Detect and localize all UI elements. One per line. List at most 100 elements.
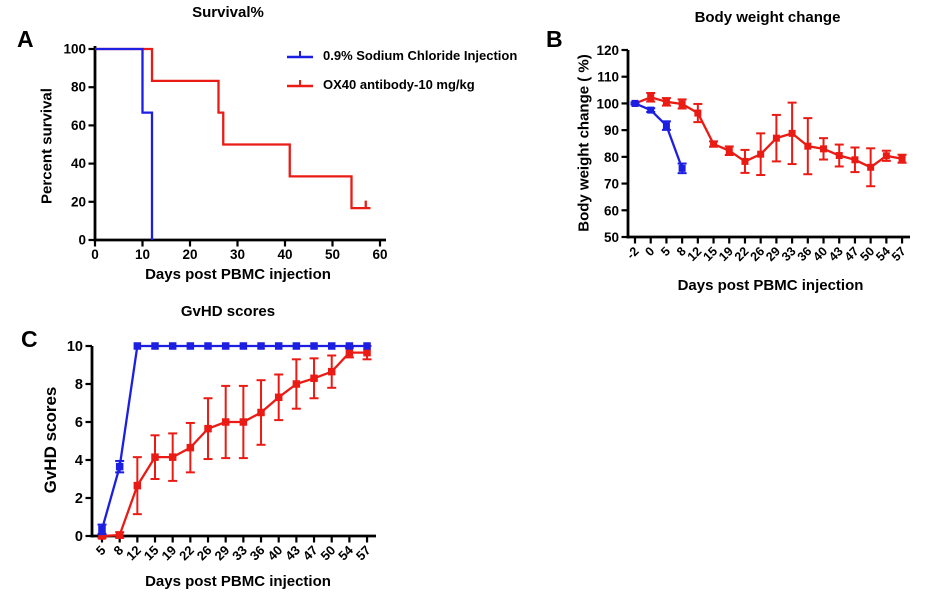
data-point-marker	[133, 481, 142, 490]
legend: 0.9% Sodium Chloride Injection OX40 anti…	[286, 44, 517, 102]
x-tick-label: -2	[624, 244, 642, 262]
data-point-marker	[221, 342, 230, 350]
data-point-marker	[186, 342, 195, 350]
survival-line-marker-icon	[287, 80, 313, 88]
data-point-marker	[310, 374, 318, 383]
panel-a-title: Survival%	[192, 4, 264, 21]
data-point-marker	[694, 109, 702, 117]
data-point-marker	[851, 156, 859, 164]
y-tick-label: 90	[604, 123, 619, 138]
data-point-marker	[257, 342, 265, 350]
panel-a-xaxis-title: Days post PBMC injection	[145, 266, 331, 283]
x-tick-label: 57	[889, 244, 909, 264]
data-point-marker	[678, 100, 686, 108]
x-tick-label: 10	[135, 247, 150, 262]
data-point-marker	[274, 393, 283, 402]
x-tick-label: 60	[372, 247, 387, 262]
y-tick-label: 60	[71, 118, 86, 133]
panel-c-yaxis-title: GvHD scores	[41, 386, 60, 494]
data-point-marker	[115, 462, 124, 471]
panel-b-letter: B	[546, 26, 563, 52]
data-point-marker	[772, 134, 780, 142]
y-tick-label: 100	[63, 42, 86, 57]
y-tick-label: 80	[71, 80, 86, 95]
data-point-marker	[710, 140, 718, 148]
data-point-marker	[835, 152, 843, 160]
x-tick-label: 30	[230, 247, 245, 262]
y-tick-label: 0	[78, 233, 86, 248]
y-tick-label: 50	[604, 230, 619, 245]
data-point-marker	[363, 348, 371, 357]
data-point-marker	[662, 122, 670, 130]
data-point-marker	[757, 150, 765, 158]
data-line	[634, 96, 903, 169]
y-tick-label: 2	[75, 491, 83, 507]
y-tick-label: 20	[71, 194, 86, 209]
data-point-marker	[98, 532, 106, 540]
data-point-marker	[820, 145, 828, 153]
data-line	[634, 102, 684, 169]
panel-c-xaxis-title: Days post PBMC injection	[145, 573, 331, 590]
data-point-marker	[98, 525, 106, 534]
data-point-marker	[631, 99, 639, 107]
x-tick-label: 5	[658, 244, 673, 259]
x-tick-label: 0	[91, 247, 99, 262]
data-point-marker	[204, 342, 212, 350]
data-line	[100, 344, 368, 530]
data-point-marker	[186, 443, 195, 452]
survival-line-marker-icon	[287, 51, 313, 59]
data-point-marker	[204, 424, 212, 433]
x-tick-label: 50	[325, 247, 340, 262]
y-tick-label: 60	[604, 203, 619, 218]
data-point-marker	[741, 157, 749, 165]
x-tick-label: 5	[93, 543, 109, 559]
data-point-marker	[221, 418, 230, 426]
data-point-marker	[662, 98, 670, 106]
y-tick-label: 8	[75, 377, 83, 393]
data-point-marker	[115, 531, 124, 539]
panel-c-title: GvHD scores	[180, 303, 276, 320]
data-point-marker	[882, 152, 890, 160]
data-point-marker	[239, 418, 248, 426]
y-tick-label: 80	[604, 150, 619, 165]
data-point-marker	[725, 147, 733, 155]
panel-b-xaxis-title: Days post PBMC injection	[677, 277, 864, 294]
data-point-marker	[647, 106, 655, 114]
y-tick-label: 100	[596, 96, 619, 111]
data-point-marker	[151, 342, 159, 350]
data-point-marker	[310, 342, 318, 350]
y-tick-label: 4	[75, 453, 83, 469]
data-point-marker	[151, 453, 159, 461]
x-tick-label: 20	[182, 247, 197, 262]
y-tick-label: 120	[596, 43, 619, 58]
y-tick-label: 70	[604, 177, 619, 192]
data-point-marker	[898, 155, 906, 163]
data-point-marker	[327, 367, 336, 376]
data-point-marker	[292, 380, 301, 388]
data-point-marker	[168, 342, 177, 350]
panel-b-yaxis-title: Body weight change ( %)	[575, 54, 593, 232]
data-point-marker	[345, 348, 354, 357]
x-tick-label: 40	[277, 247, 292, 262]
data-line	[101, 351, 368, 538]
panel-a-letter: A	[17, 26, 34, 52]
data-point-marker	[327, 342, 336, 350]
panel-a-yaxis-title: Percent survival	[38, 88, 56, 204]
survival-curve	[95, 47, 371, 210]
legend-item-ox40: OX40 antibody-10 mg/kg	[286, 73, 517, 95]
data-point-marker	[257, 408, 265, 417]
x-tick-label: 8	[111, 543, 127, 559]
y-tick-label: 110	[597, 70, 619, 85]
data-point-marker	[345, 342, 354, 350]
survival-curve	[95, 47, 154, 240]
data-point-marker	[133, 342, 142, 350]
legend-label-ox40: OX40 antibody-10 mg/kg	[323, 76, 475, 92]
data-point-marker	[678, 164, 686, 172]
data-point-marker	[804, 142, 812, 150]
data-point-marker	[168, 453, 177, 461]
x-tick-label: 57	[353, 543, 374, 564]
data-point-marker	[363, 342, 371, 350]
data-point-marker	[292, 342, 301, 350]
